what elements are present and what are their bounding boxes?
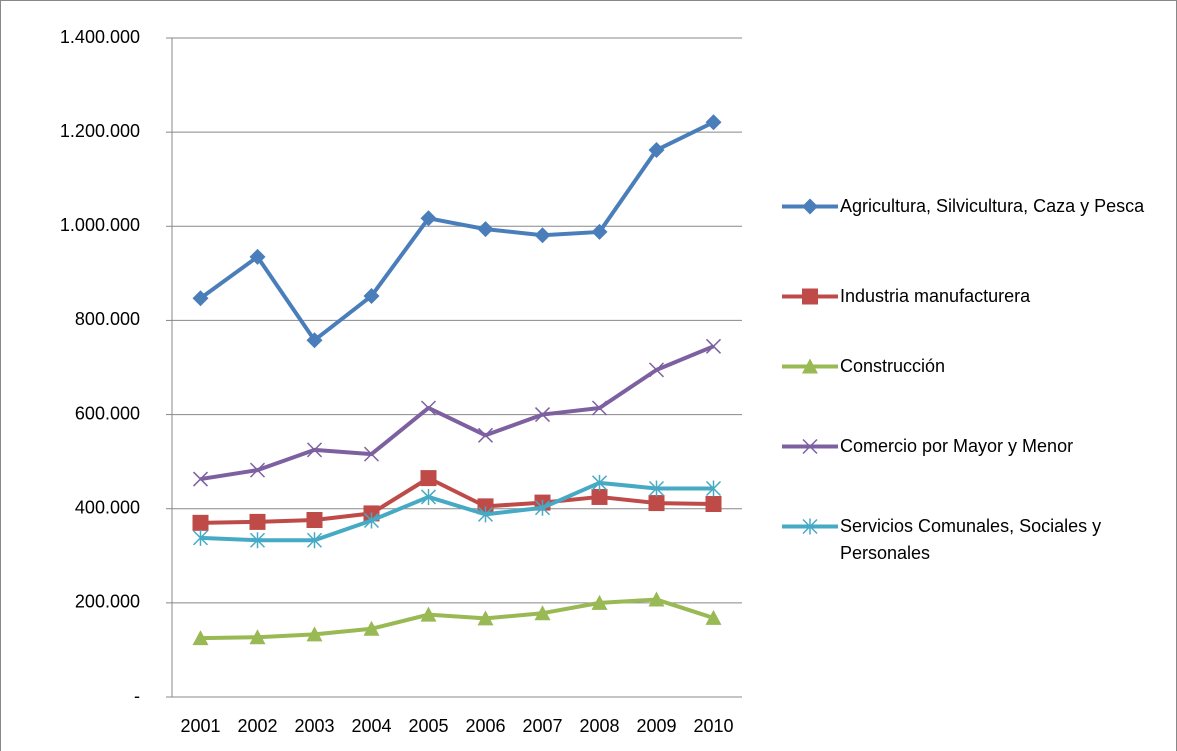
x-tick-label: 2007 xyxy=(522,716,562,736)
marker xyxy=(591,488,608,505)
x-tick-label: 2008 xyxy=(579,716,619,736)
y-tick-label: 400.000 xyxy=(75,497,140,517)
x-tick-label: 2004 xyxy=(351,716,391,736)
marker xyxy=(648,362,665,378)
marker xyxy=(363,446,380,462)
legend-label: Comercio por Mayor y Menor xyxy=(840,436,1074,456)
marker xyxy=(192,514,209,531)
marker xyxy=(802,438,818,455)
marker xyxy=(591,400,608,416)
marker xyxy=(477,221,494,238)
y-tick-label: 800.000 xyxy=(75,309,140,329)
marker xyxy=(477,610,494,626)
marker xyxy=(420,400,437,416)
legend-label: Construcción xyxy=(840,356,946,376)
y-tick-label: 200.000 xyxy=(75,592,140,612)
x-tick-label: 2002 xyxy=(237,716,277,736)
x-tick-label: 2003 xyxy=(294,716,334,736)
marker xyxy=(249,513,266,530)
marker xyxy=(363,620,380,636)
marker xyxy=(705,480,722,497)
marker xyxy=(192,529,209,546)
marker xyxy=(363,287,380,304)
marker xyxy=(306,512,323,529)
marker xyxy=(249,629,266,645)
marker xyxy=(306,442,323,458)
marker xyxy=(534,499,551,516)
marker xyxy=(802,288,818,305)
marker xyxy=(306,332,323,349)
series-line xyxy=(200,476,714,525)
marker xyxy=(648,495,665,512)
x-tick-label: 2009 xyxy=(636,716,676,736)
marker xyxy=(420,470,437,487)
legend-label: Industria manufacturera xyxy=(840,286,1031,306)
marker xyxy=(306,532,323,549)
series-line xyxy=(199,120,715,343)
marker xyxy=(705,338,722,354)
y-tick-label: 1.400.000 xyxy=(60,27,140,47)
marker xyxy=(648,142,665,159)
marker xyxy=(648,480,665,497)
marker xyxy=(306,626,323,642)
marker xyxy=(192,630,209,646)
y-tick-label: - xyxy=(134,686,140,706)
marker xyxy=(420,488,437,505)
y-tick-label: 1.200.000 xyxy=(60,121,140,141)
y-tick-label: 600.000 xyxy=(75,403,140,423)
marker xyxy=(477,427,494,443)
y-tick-label: 1.000.000 xyxy=(60,215,140,235)
marker xyxy=(648,591,665,607)
series-line xyxy=(200,344,715,482)
marker xyxy=(192,471,209,487)
marker xyxy=(591,594,608,610)
marker xyxy=(591,223,608,240)
marker xyxy=(192,290,209,307)
series-line xyxy=(200,597,715,641)
marker xyxy=(249,248,266,265)
marker xyxy=(802,518,818,535)
marker xyxy=(591,474,608,491)
marker xyxy=(802,198,818,215)
marker xyxy=(705,609,722,625)
marker xyxy=(534,227,551,244)
marker xyxy=(249,462,266,478)
marker xyxy=(363,512,380,529)
marker xyxy=(534,407,551,423)
series-line xyxy=(200,480,714,543)
marker xyxy=(420,606,437,622)
x-tick-label: 2010 xyxy=(693,716,733,736)
x-tick-label: 2001 xyxy=(180,716,220,736)
x-tick-label: 2005 xyxy=(408,716,448,736)
marker xyxy=(534,605,551,621)
legend-label: Agricultura, Silvicultura, Caza y Pesca xyxy=(840,196,1145,216)
marker xyxy=(802,358,818,374)
x-tick-label: 2006 xyxy=(465,716,505,736)
marker xyxy=(249,532,266,549)
legend-label: Servicios Comunales, Sociales y Personal… xyxy=(840,516,1102,563)
marker xyxy=(705,114,722,131)
marker xyxy=(420,210,437,227)
marker xyxy=(477,506,494,523)
marker xyxy=(705,496,722,513)
